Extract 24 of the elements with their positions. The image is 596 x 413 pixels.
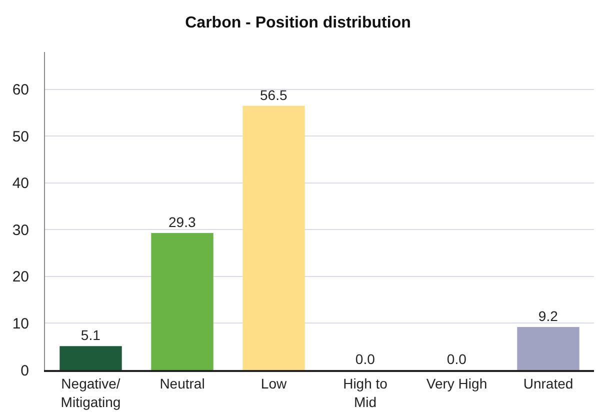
y-tick-label: 60 bbox=[12, 82, 29, 99]
data-label: 9.2 bbox=[538, 308, 558, 324]
chart-title: Carbon - Position distribution bbox=[185, 14, 411, 32]
data-label: 0.0 bbox=[355, 351, 376, 367]
bar bbox=[517, 326, 580, 370]
x-tick-label: Negative/ Mitigating bbox=[60, 376, 121, 410]
bar bbox=[151, 232, 214, 370]
y-tick-label: 40 bbox=[12, 175, 29, 192]
data-label: 0.0 bbox=[446, 351, 467, 367]
x-tick-label: Very High bbox=[426, 376, 488, 392]
x-tick-label: High to Mid bbox=[343, 376, 388, 410]
data-label: 5.1 bbox=[80, 327, 101, 344]
y-tick-label: 0 bbox=[20, 362, 29, 380]
y-tick-label: 50 bbox=[12, 128, 29, 146]
y-tick-label: 30 bbox=[12, 222, 29, 239]
x-tick-label: Unrated bbox=[523, 376, 574, 392]
y-tick-label: 20 bbox=[12, 268, 29, 286]
data-label: 29.3 bbox=[168, 214, 196, 230]
y-tick-label: 10 bbox=[12, 315, 29, 332]
x-tick-label: Low bbox=[260, 376, 288, 392]
bar bbox=[242, 106, 305, 370]
data-label: 56.5 bbox=[260, 86, 288, 103]
bar bbox=[60, 346, 122, 370]
x-tick-label: Neutral bbox=[160, 376, 205, 392]
